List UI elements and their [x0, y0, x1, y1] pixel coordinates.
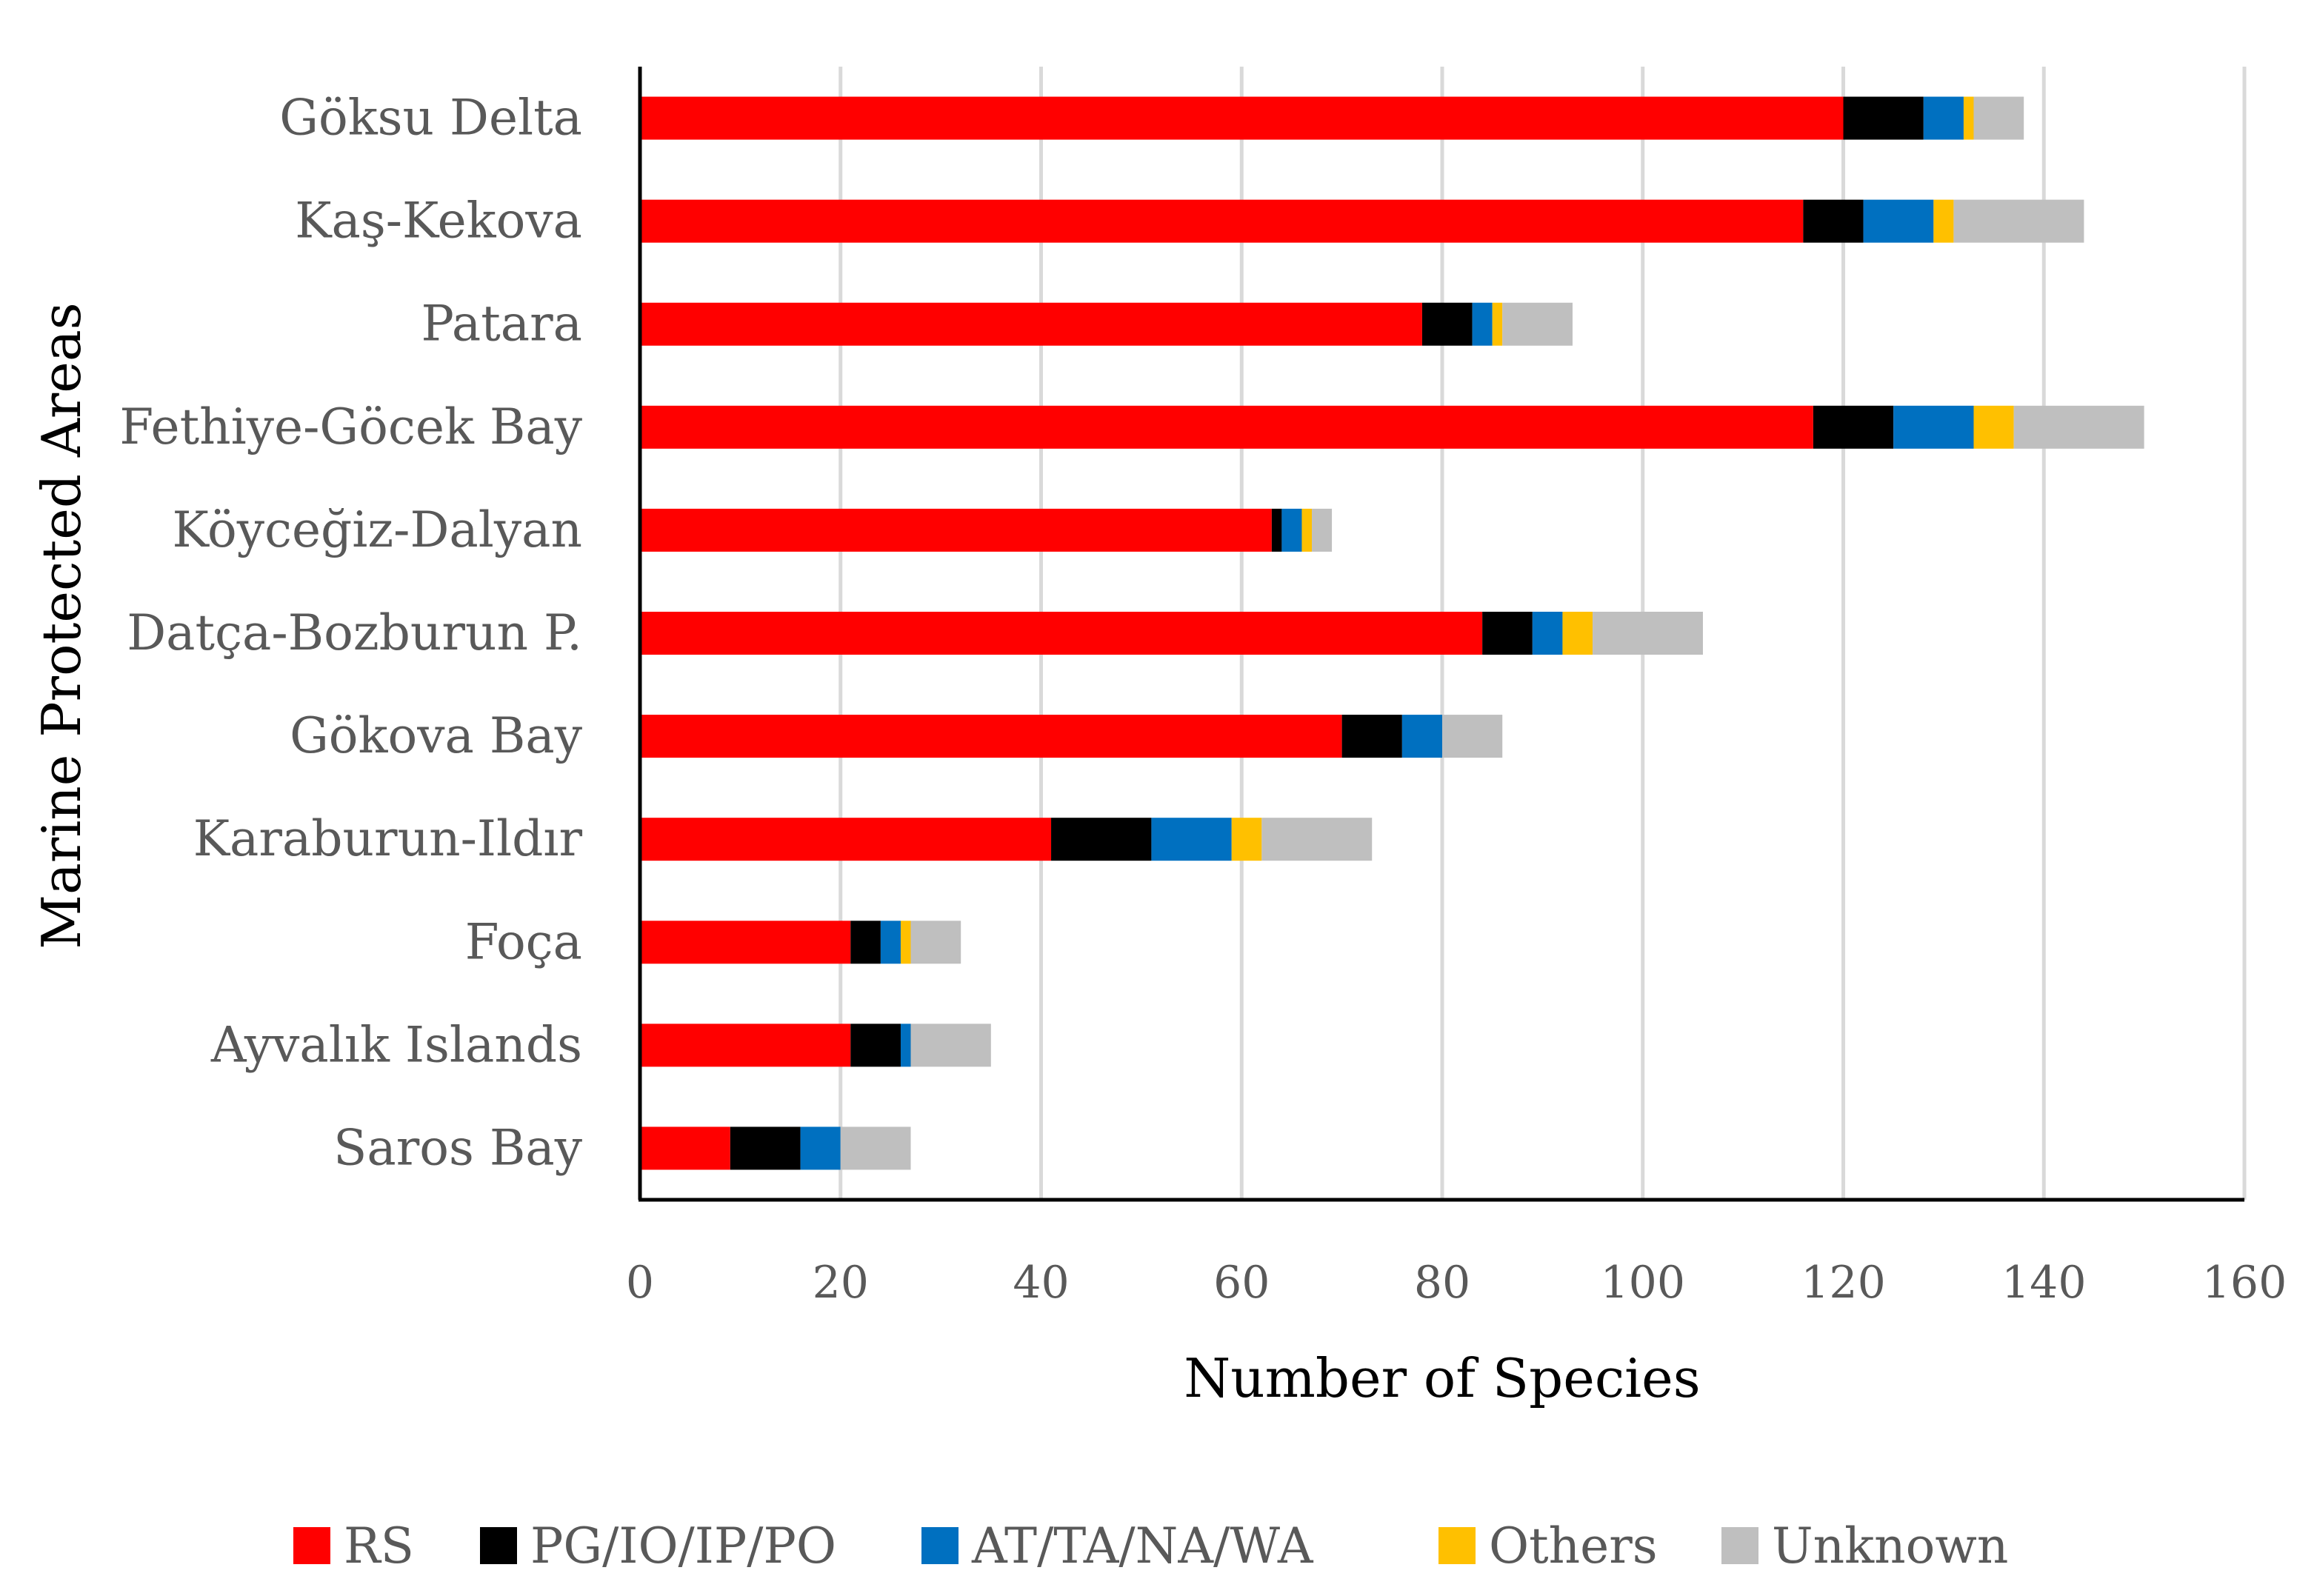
bar-segment	[910, 1024, 991, 1067]
bar-segment	[640, 1024, 851, 1067]
bar-segment	[1953, 199, 2084, 243]
bar-segment	[1963, 96, 1974, 140]
bar-segment	[640, 508, 1272, 552]
bar-segment	[640, 612, 1483, 655]
legend-swatch	[1438, 1527, 1476, 1564]
bar-segment	[840, 1126, 911, 1170]
bar-segment	[730, 1126, 801, 1170]
bar-segment	[1843, 96, 1924, 140]
bar-segment	[850, 921, 881, 964]
bar-segment	[1893, 405, 1974, 449]
category-label: Foça	[465, 913, 582, 970]
bar-segment	[1562, 612, 1593, 655]
axes	[638, 67, 2244, 1202]
category-labels: Göksu Delta Kaş-Kekova Patara Fethiye-Göcek…	[119, 90, 582, 1177]
bar-segment	[1803, 199, 1864, 243]
y-axis-title: Marine Protected Areas	[30, 302, 93, 949]
bar-segment	[900, 921, 911, 964]
bar-segment	[1973, 405, 2014, 449]
category-label: Göksu Delta	[279, 90, 582, 147]
bar-segment	[1341, 715, 1402, 758]
category-label: Datça-Bozburun P.	[127, 604, 582, 661]
x-tick-label: 0	[626, 1257, 654, 1309]
category-label: Ayvalık Islands	[210, 1016, 582, 1073]
bar-segment	[880, 921, 901, 964]
bar-segment	[640, 302, 1422, 346]
bar-segment	[1502, 302, 1573, 346]
bar-segment	[640, 405, 1813, 449]
x-axis-title: Number of Species	[1184, 1347, 1700, 1409]
bar-segment	[900, 1024, 911, 1067]
category-label: Köyceğiz-Dalyan	[172, 501, 582, 558]
legend-label: Unknown	[1772, 1517, 2008, 1575]
bar-segment	[640, 1126, 730, 1170]
x-tick-label: 40	[1013, 1257, 1069, 1309]
bar-segment	[1492, 302, 1503, 346]
legend-swatch	[480, 1527, 517, 1564]
x-tick-label: 120	[1801, 1257, 1886, 1309]
bar-segment	[640, 818, 1052, 861]
category-label: Saros Bay	[333, 1119, 583, 1176]
x-tick-label: 160	[2202, 1257, 2287, 1309]
legend-label: Others	[1489, 1517, 1658, 1575]
category-label: Kaş-Kekova	[295, 193, 582, 250]
x-tick-label: 100	[1600, 1257, 1685, 1309]
bar-segment	[1442, 715, 1503, 758]
bar-segment	[850, 1024, 901, 1067]
bar-segment	[800, 1126, 841, 1170]
x-tick-label: 80	[1414, 1257, 1470, 1309]
bar-segment	[1401, 715, 1442, 758]
legend-label: PG/IO/IP/PO	[530, 1517, 836, 1575]
x-tick-label: 60	[1213, 1257, 1270, 1309]
bar-segment	[1532, 612, 1563, 655]
legend-swatch	[921, 1527, 959, 1564]
bar-segment	[1813, 405, 1894, 449]
bar-segment	[1923, 96, 1964, 140]
bar-segment	[1933, 199, 1954, 243]
bar-segment	[1312, 508, 1333, 552]
legend-swatch	[293, 1527, 330, 1564]
bar-segment	[1151, 818, 1232, 861]
bar-segment	[640, 199, 1804, 243]
bar-segment	[1281, 508, 1302, 552]
bar-segment	[1051, 818, 1152, 861]
bar-segment	[1472, 302, 1493, 346]
bar-segment	[1482, 612, 1533, 655]
bar-segment	[640, 96, 1844, 140]
category-label: Patara	[421, 296, 582, 353]
bar-segment	[1973, 96, 2024, 140]
bar-segment	[910, 921, 961, 964]
bar-segment	[640, 921, 851, 964]
legend-label: AT/TA/NA/WA	[971, 1517, 1314, 1575]
bar-segment	[1271, 508, 1282, 552]
bar-segment	[1863, 199, 1934, 243]
bar-segment	[640, 715, 1342, 758]
bar-segment	[1261, 818, 1373, 861]
x-tick-label: 140	[2001, 1257, 2087, 1309]
bar-segment	[1421, 302, 1473, 346]
bars	[640, 96, 2144, 1170]
x-tick-labels: 0 20 40 60 80 100 120 140 160	[626, 1257, 2287, 1309]
legend: RS PG/IO/IP/PO AT/TA/NA/WA Others Unknown	[293, 1517, 2008, 1575]
bar-segment	[1301, 508, 1313, 552]
x-tick-label: 20	[813, 1257, 869, 1309]
legend-swatch	[1721, 1527, 1758, 1564]
legend-label: RS	[344, 1517, 414, 1575]
bar-segment	[1593, 612, 1703, 655]
bar-segment	[2013, 405, 2144, 449]
category-label: Karaburun-Ildır	[193, 810, 583, 867]
category-label: Gökova Bay	[290, 707, 583, 764]
category-label: Fethiye-Göcek Bay	[119, 398, 582, 455]
bar-segment	[1231, 818, 1262, 861]
